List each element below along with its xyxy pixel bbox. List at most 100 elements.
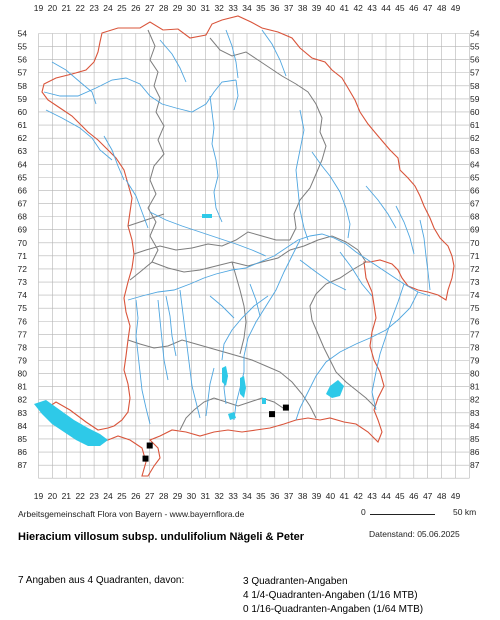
column-label: 32 — [214, 491, 224, 500]
grid-lines — [38, 33, 470, 479]
rivers — [43, 29, 431, 425]
row-label: 62 — [18, 133, 28, 143]
column-label: 39 — [312, 3, 322, 13]
column-label: 28 — [159, 491, 169, 500]
lake-altmuehlsee — [202, 214, 212, 218]
lakes — [34, 214, 344, 446]
row-label: 55 — [18, 42, 28, 52]
column-label: 30 — [187, 491, 197, 500]
row-label: 74 — [18, 290, 28, 300]
row-label: 82 — [470, 395, 480, 405]
row-label: 61 — [470, 120, 480, 130]
row-label: 83 — [470, 408, 480, 418]
lake-small-1 — [228, 412, 236, 420]
row-label: 70 — [470, 238, 480, 248]
distribution-map: 19 20 21 22 23 24 25 26 27 28 29 30 31 32 33 34 35 36 37 38… — [18, 3, 480, 500]
row-label: 77 — [470, 329, 480, 339]
row-label: 56 — [18, 55, 28, 65]
column-label: 45 — [395, 3, 405, 13]
row-label: 73 — [18, 277, 28, 287]
row-label: 68 — [18, 212, 28, 222]
state-border — [41, 15, 455, 477]
column-label: 20 — [48, 3, 58, 13]
row-label: 58 — [470, 81, 480, 91]
row-label: 56 — [470, 55, 480, 65]
column-label: 23 — [89, 3, 99, 13]
lake-starnberger-see — [240, 376, 246, 398]
row-label: 61 — [18, 120, 28, 130]
row-label: 69 — [470, 225, 480, 235]
row-label: 75 — [18, 303, 28, 313]
column-label: 47 — [423, 3, 433, 13]
stats-details: 3 Quadranten-Angaben 4 1/4-Quadranten-An… — [243, 575, 423, 617]
row-label: 60 — [18, 107, 28, 117]
column-label: 27 — [145, 3, 155, 13]
credit-text: Arbeitsgemeinschaft Flora von Bayern - w… — [18, 509, 245, 519]
column-label: 39 — [312, 491, 322, 500]
row-label: 63 — [18, 146, 28, 156]
lake-bodensee — [34, 400, 108, 446]
row-label: 59 — [470, 94, 480, 104]
occurrence-marker — [142, 455, 149, 462]
column-label: 22 — [75, 3, 85, 13]
lake-small-2 — [262, 398, 266, 404]
scale-bar — [370, 514, 435, 515]
row-label: 54 — [18, 29, 28, 39]
row-label: 70 — [18, 238, 28, 248]
column-label: 48 — [437, 491, 447, 500]
column-label: 46 — [409, 491, 419, 500]
column-label: 25 — [117, 3, 127, 13]
stats-line-sixteenth-quadrants: 0 1/16-Quadranten-Angaben (1/64 MTB) — [243, 604, 424, 615]
row-label: 67 — [18, 199, 28, 209]
column-label: 44 — [381, 3, 391, 13]
column-label: 47 — [423, 491, 433, 500]
column-label: 46 — [409, 3, 419, 13]
column-label: 28 — [159, 3, 169, 13]
row-labels-right: 54 55 56 57 58 59 60 61 62 63 64 65 66 67 68 69 70 71 72 73… — [470, 29, 480, 471]
column-label: 32 — [214, 3, 224, 13]
region-borders — [127, 29, 377, 431]
row-label: 76 — [470, 316, 480, 326]
row-label: 67 — [470, 199, 480, 209]
occurrence-marker — [269, 411, 276, 418]
row-label: 78 — [18, 342, 28, 352]
row-label: 54 — [470, 29, 480, 39]
column-label: 40 — [326, 491, 336, 500]
column-label: 33 — [228, 491, 238, 500]
column-label: 44 — [381, 491, 391, 500]
row-label: 55 — [470, 42, 480, 52]
row-label: 69 — [18, 225, 28, 235]
occurrence-marker — [146, 442, 153, 449]
column-label: 21 — [62, 3, 72, 13]
stats-summary: 7 Angaben aus 4 Quadranten, davon: — [18, 575, 185, 586]
row-label: 86 — [470, 447, 480, 457]
column-label: 45 — [395, 491, 405, 500]
column-label: 34 — [242, 491, 252, 500]
row-label: 62 — [470, 133, 480, 143]
row-label: 75 — [470, 303, 480, 313]
row-label: 71 — [18, 251, 28, 261]
column-label: 41 — [340, 3, 350, 13]
column-label: 30 — [187, 3, 197, 13]
row-label: 66 — [18, 185, 28, 195]
row-label: 65 — [470, 172, 480, 182]
row-label: 66 — [470, 185, 480, 195]
column-label: 31 — [201, 491, 211, 500]
column-label: 34 — [242, 3, 252, 13]
column-label: 35 — [256, 491, 266, 500]
row-label: 68 — [470, 212, 480, 222]
stats-line-quarter-quadrants: 4 1/4-Quadranten-Angaben (1/16 MTB) — [243, 590, 418, 601]
scale-start-label: 0 — [361, 507, 366, 517]
row-label: 71 — [470, 251, 480, 261]
column-label: 35 — [256, 3, 266, 13]
column-label: 33 — [228, 3, 238, 13]
row-label: 65 — [18, 172, 28, 182]
column-labels-bottom: 19 20 21 22 23 24 25 26 27 28 29 30 31 32 33 34 35 36 37 38… — [34, 491, 461, 500]
column-label: 37 — [284, 491, 294, 500]
stats-line-quadrants: 3 Quadranten-Angaben — [243, 576, 348, 587]
column-label: 36 — [270, 491, 280, 500]
row-label: 84 — [18, 421, 28, 431]
column-label: 23 — [89, 491, 99, 500]
row-label: 81 — [18, 382, 28, 392]
column-label: 26 — [131, 491, 141, 500]
